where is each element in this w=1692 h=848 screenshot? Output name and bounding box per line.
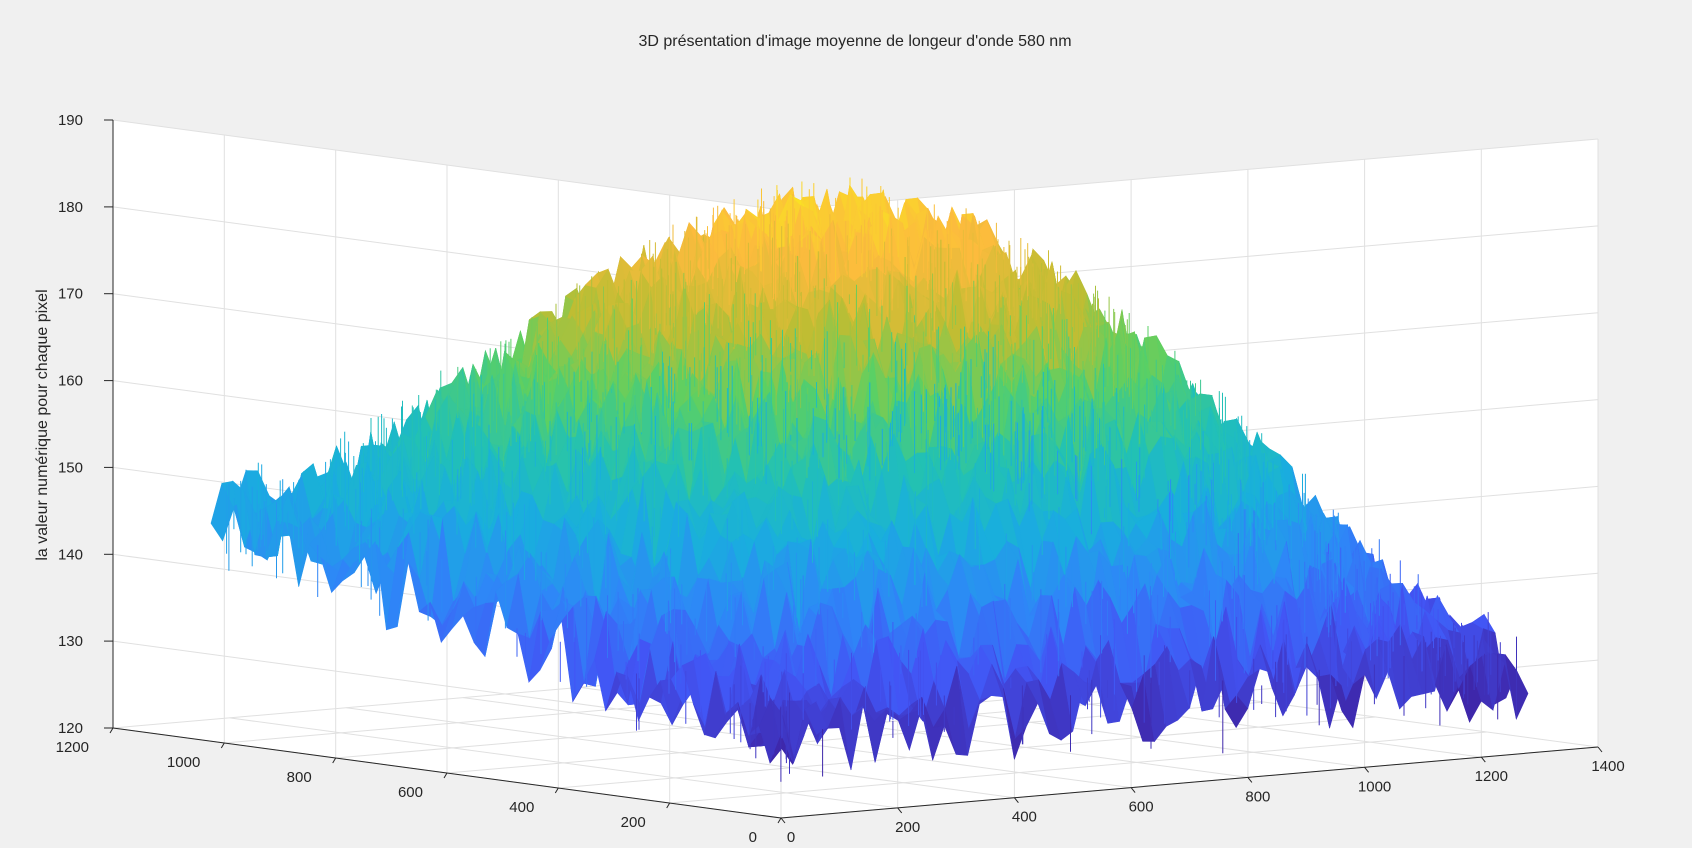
y-tick-label: 200 [621,814,646,831]
x-tick-mark [780,817,786,824]
x-tick-label: 400 [1012,809,1037,826]
x-tick-mark [1597,746,1603,753]
x-tick-label: 200 [895,819,920,836]
z-tick-label: 150 [58,459,83,476]
x-tick-label: 1400 [1591,758,1624,775]
y-tick-label: 1000 [167,754,200,771]
z-tick-label: 160 [58,373,83,390]
y-tick-mark [220,742,225,749]
y-gridline [669,731,1487,804]
y-tick-mark [554,787,559,794]
y-tick-mark [109,727,114,734]
z-tick-label: 120 [58,720,83,737]
z-axis-label: la valeur numérique pour chaque pixel [34,289,51,560]
z-tick-label: 130 [58,633,83,650]
z-tick-label: 180 [58,199,83,216]
x-tick-mark [897,807,903,814]
y-tick-mark [666,802,671,809]
x-tick-mark [1130,787,1136,793]
y-tick-label: 0 [749,829,757,846]
x-tick-label: 600 [1129,799,1154,816]
x-tick-mark [1247,777,1253,783]
y-axis-ticks: 0 200 400 600 800 1000 1200 [56,727,782,846]
surface-plot [210,177,1529,782]
x-tick-label: 1200 [1475,768,1508,785]
x-tick-label: 0 [787,829,795,846]
x-tick-label: 800 [1245,788,1270,805]
y-tick-label: 400 [509,799,534,816]
z-axis-ticks: 120 130 140 150 160 170 180 190 [58,112,113,737]
z-tick-label: 190 [58,112,83,129]
x-axis-line [780,746,1599,819]
chart-title: 3D présentation d'image moyenne de longe… [638,33,1071,50]
y-tick-mark [332,757,337,764]
x-tick-mark [1364,766,1369,773]
y-tick-label: 800 [287,769,312,786]
x-tick-mark [1014,797,1019,804]
x-axis-ticks: 0 200 400 600 800 1000 1200 1400 [780,746,1625,846]
y-tick-label: 600 [398,784,423,801]
x-tick-mark [1480,756,1486,763]
z-tick-label: 170 [58,286,83,303]
y-tick-label: 1200 [56,739,89,756]
x-tick-label: 1000 [1358,778,1391,795]
z-tick-label: 140 [58,546,83,563]
y-tick-mark [777,817,782,824]
y-tick-mark [443,772,448,779]
